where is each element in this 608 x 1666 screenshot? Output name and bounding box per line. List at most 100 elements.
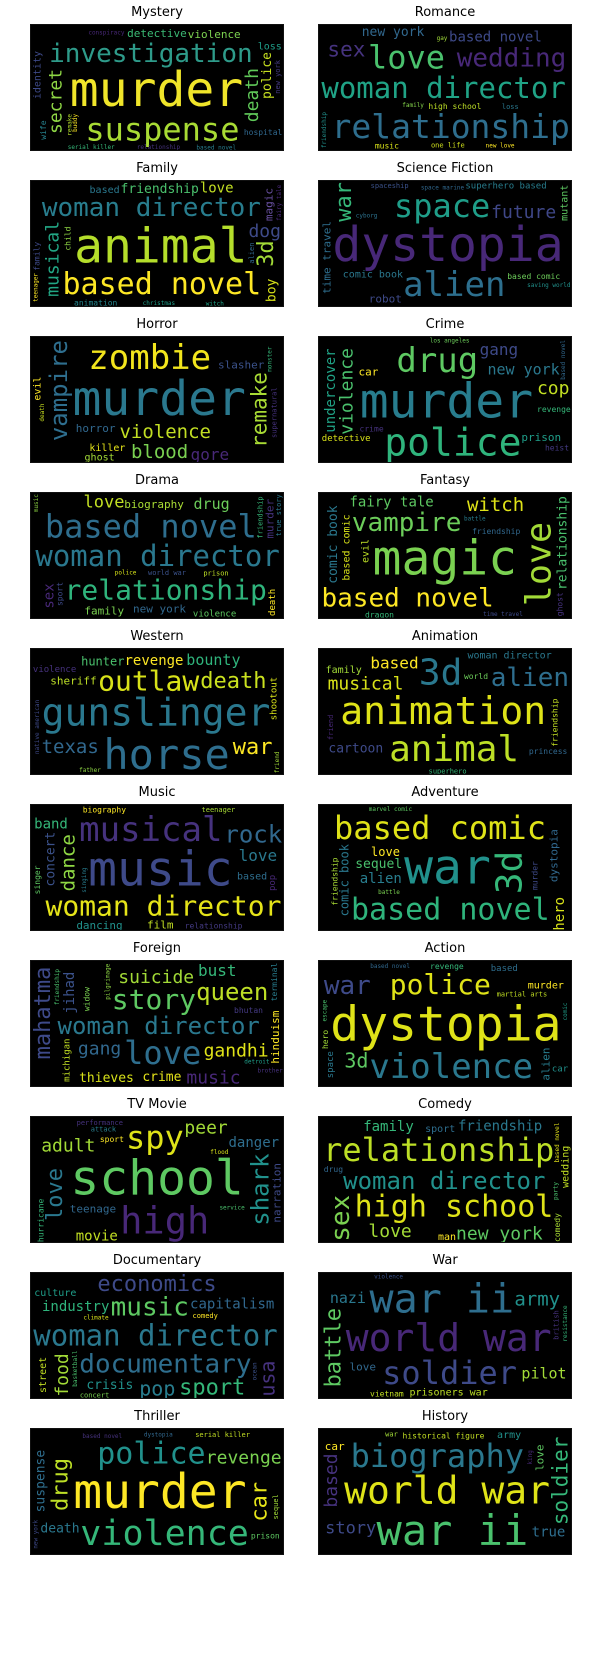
word-gang: gang — [78, 1038, 121, 1059]
word-gandhi: gandhi — [204, 1040, 269, 1061]
word-dystopia: dystopia — [144, 1431, 173, 1438]
word-buddy: buddy — [72, 113, 79, 131]
word-based: based — [321, 1453, 342, 1507]
panel-title: Foreign — [132, 941, 182, 956]
panel-title: Family — [136, 161, 178, 176]
word-woman-director: woman director — [343, 1167, 545, 1195]
word-child: child — [63, 226, 72, 250]
word-suspense: suspense — [85, 110, 239, 148]
word-music: music — [186, 1068, 240, 1087]
word-car: car — [325, 1440, 345, 1453]
word-based-novel: based novel — [45, 507, 257, 545]
wordcloud-canvas: music musical woman director rock dance conce… — [30, 804, 284, 931]
word-comic: comic — [562, 1002, 569, 1020]
word-relationship: relationship — [556, 496, 571, 590]
word-detective: detective — [127, 27, 187, 40]
word-gay: gay — [437, 35, 448, 42]
word-singing: singing — [81, 867, 88, 893]
word-secret: secret — [45, 69, 66, 134]
panel-title: History — [421, 1409, 469, 1424]
word-army: army — [497, 1430, 521, 1441]
word-based-novel: based novel — [449, 30, 542, 46]
word-police: police — [115, 570, 137, 577]
word-murder: murder — [70, 62, 243, 118]
word-prison: prison — [251, 1532, 280, 1541]
word-dance: dance — [58, 834, 80, 891]
word-queen: queen — [196, 978, 268, 1006]
panel-title: Music — [138, 785, 176, 800]
word-robot: robot — [369, 293, 402, 306]
wordcloud-panel: Horror murder violence zombie vampire remake b… — [30, 315, 284, 465]
word-thieves: thieves — [79, 1071, 134, 1086]
word-love: love — [368, 39, 445, 77]
word-spy: spy — [126, 1119, 184, 1157]
word-climate: climate — [83, 1315, 109, 1322]
word-violence: violence — [80, 1514, 249, 1554]
word-industry: industry — [42, 1299, 109, 1315]
word-world-war: world war — [346, 1316, 552, 1360]
word-revenge: revenge — [537, 405, 571, 414]
word-suspense: suspense — [34, 1450, 49, 1513]
panel-title: Romance — [414, 5, 476, 20]
word-police: police — [260, 52, 275, 99]
word-new-york: new york — [362, 25, 425, 40]
word-michigan: michigan — [63, 1039, 73, 1082]
word-battle: battle — [321, 1308, 346, 1387]
word-revenge: revenge — [124, 653, 183, 669]
word-pilgrimage: pilgrimage — [105, 963, 112, 1000]
word-magic: magic — [373, 530, 518, 586]
word-based-novel: based novel — [351, 893, 550, 928]
word-high: high — [120, 1200, 209, 1243]
word-war: war — [404, 840, 491, 896]
word-war: war — [324, 971, 371, 1001]
word-sex: sex — [327, 37, 365, 61]
word-relationship: relationship — [323, 1131, 554, 1169]
word-violence: violence — [193, 609, 236, 619]
word-based-novel: based novel — [370, 963, 410, 970]
word-based: based — [491, 964, 518, 974]
word-based-novel: based novel — [62, 267, 261, 302]
wordcloud-panel: Mystery murder investigation suspense secret… — [30, 3, 284, 153]
word-death: death — [39, 403, 46, 421]
word-witch: witch — [206, 301, 224, 307]
word-violence: violence — [188, 28, 241, 41]
word-film: film — [147, 919, 174, 932]
wordcloud-panel: Thriller murder violence police drug revenge c… — [30, 1407, 284, 1557]
wordcloud-canvas: woman director based novel relationship bio… — [30, 492, 284, 619]
word-based-novel: based novel — [82, 1433, 122, 1440]
word-based-comic: based comic — [334, 809, 546, 847]
word-outlaw: outlaw — [98, 665, 199, 698]
word-zombie: zombie — [88, 338, 211, 378]
word-comic-book: comic book — [326, 505, 341, 583]
wordcloud-panel: Crime murder police drug violence new york und… — [318, 315, 572, 465]
word-sex: sex — [326, 1195, 356, 1242]
word-one-life: one life — [431, 142, 465, 150]
word-comic-book: comic book — [343, 270, 403, 281]
word-gang: gang — [480, 340, 519, 359]
word-woman-director: woman director — [58, 1012, 260, 1040]
word-revenge: revenge — [206, 1448, 282, 1469]
word-mutant: mutant — [559, 185, 570, 221]
word-comedy: comedy — [193, 1312, 218, 1320]
word-gore: gore — [191, 445, 230, 463]
word-murder: murder — [263, 499, 276, 539]
word-musical: musical — [328, 674, 404, 695]
word-dystopia: dystopia — [332, 217, 563, 273]
word-space-marine: space marine — [421, 185, 465, 192]
word-prison: prison — [521, 431, 561, 444]
word-alien: alien — [539, 1048, 552, 1081]
word-3d: 3d — [419, 652, 462, 693]
word-death: death — [40, 1521, 79, 1536]
word-christmas: christmas — [143, 300, 176, 307]
word-marvel-comic: marvel comic — [369, 806, 413, 813]
wordcloud-canvas: dystopia alien space future time travel war co… — [318, 180, 572, 307]
word-dragon: dragon — [365, 611, 394, 619]
word-based-novel: based novel — [196, 145, 236, 152]
wordcloud-canvas: murder police drug violence new york undercov… — [318, 336, 572, 463]
word-identity: identity — [32, 51, 43, 99]
word-animal: animal — [74, 219, 247, 275]
word-crime: crime — [142, 1070, 181, 1085]
word-police: police — [390, 968, 491, 1001]
word-animation: animation — [74, 298, 118, 307]
